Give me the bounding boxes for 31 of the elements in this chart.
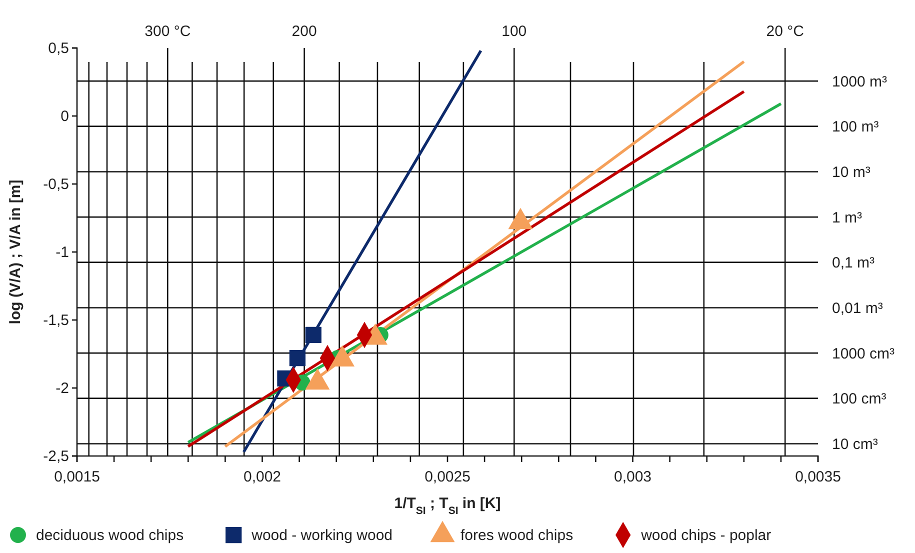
annotation: 300 °C [144,23,191,40]
y-tick-label: -2,5 [43,448,69,465]
ref-line-label: 10 cm³ [832,436,878,454]
y-axis-title: log (V/A) ; V/A in [m] [7,180,24,324]
ref-line-label: 100 m³ [832,118,879,136]
x-tick-label: 0,0035 [795,468,841,486]
legend-label: deciduous wood chips [36,527,184,544]
y-tick-label: 0,5 [48,40,69,57]
ref-line-label: 1000 cm³ [832,345,895,362]
y-tick-label: -1 [56,244,69,261]
ref-line-label: 0,01 m³ [832,300,883,318]
legend-label: fores wood chips [460,527,574,544]
ref-line-label: 10 m³ [832,164,870,182]
annotation: 20 °C [766,23,804,40]
legend-label: wood chips - poplar [640,527,772,544]
y-tick-label: -2 [56,380,69,397]
y-tick-label: 0 [60,108,69,125]
annotation: 100 [502,23,527,40]
ref-line-label: 100 cm³ [832,390,886,408]
x-tick-label: 0,0015 [54,468,100,486]
ref-line-label: 0,1 m³ [832,254,875,272]
ref-line-label: 1 m³ [832,209,862,226]
x-tick-label: 0,003 [614,468,652,486]
annotation: 200 [292,23,317,40]
x-tick-label: 0,0025 [424,468,470,486]
y-tick-label: -1,5 [43,312,69,329]
y-tick-label: -0,5 [43,176,69,193]
x-axis-title: 1/T$_{SI}$ ; T$_{SI}$ in [K] [394,495,501,517]
x-tick-label: 0,002 [243,468,282,486]
ref-line-label: 1000 m³ [832,73,888,90]
legend-label: wood - working wood [250,527,393,544]
